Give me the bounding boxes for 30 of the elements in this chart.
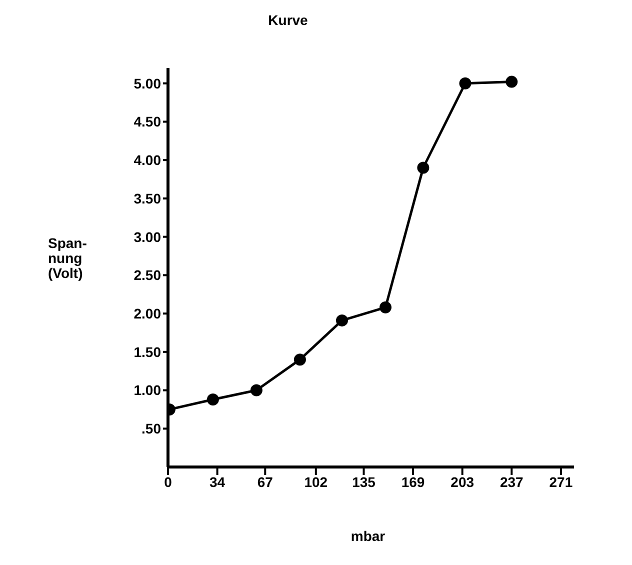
- y-tick-label: 2.00: [134, 306, 162, 322]
- y-axis-title: Span- nung (Volt): [48, 235, 87, 281]
- point: [417, 162, 430, 174]
- x-tick-label: 34: [210, 474, 226, 490]
- y-tick-label: 1.00: [134, 382, 162, 398]
- point: [459, 77, 472, 90]
- x-tick-label: 237: [500, 474, 524, 490]
- y-tick-label: .50: [142, 420, 162, 437]
- point: [206, 393, 219, 406]
- y-tick-label: 4.00: [134, 152, 162, 168]
- x-tick-label: 102: [304, 474, 328, 490]
- x-tick-label: 135: [352, 474, 376, 490]
- y-tick-label: 4.50: [134, 114, 162, 130]
- point: [336, 314, 348, 326]
- y-tick-label: 3.50: [134, 190, 162, 206]
- y-tick-label: 5.00: [134, 75, 162, 92]
- point: [380, 301, 392, 314]
- x-tick-label: 0: [164, 474, 172, 490]
- y-tick-label: 3.00: [134, 228, 162, 245]
- point: [250, 384, 262, 396]
- point: [506, 76, 518, 88]
- x-axis-title: mbar: [350, 528, 386, 544]
- x-tick-label: 67: [257, 474, 274, 490]
- x-tick-label: 169: [401, 474, 425, 490]
- x-tick-label: 271: [549, 474, 573, 490]
- x-tick-label: 203: [450, 474, 474, 490]
- y-tick-label: 2.50: [134, 267, 162, 284]
- point: [294, 354, 306, 366]
- y-tick-label: 1.50: [134, 344, 162, 360]
- chart-title: Kurve: [267, 12, 309, 28]
